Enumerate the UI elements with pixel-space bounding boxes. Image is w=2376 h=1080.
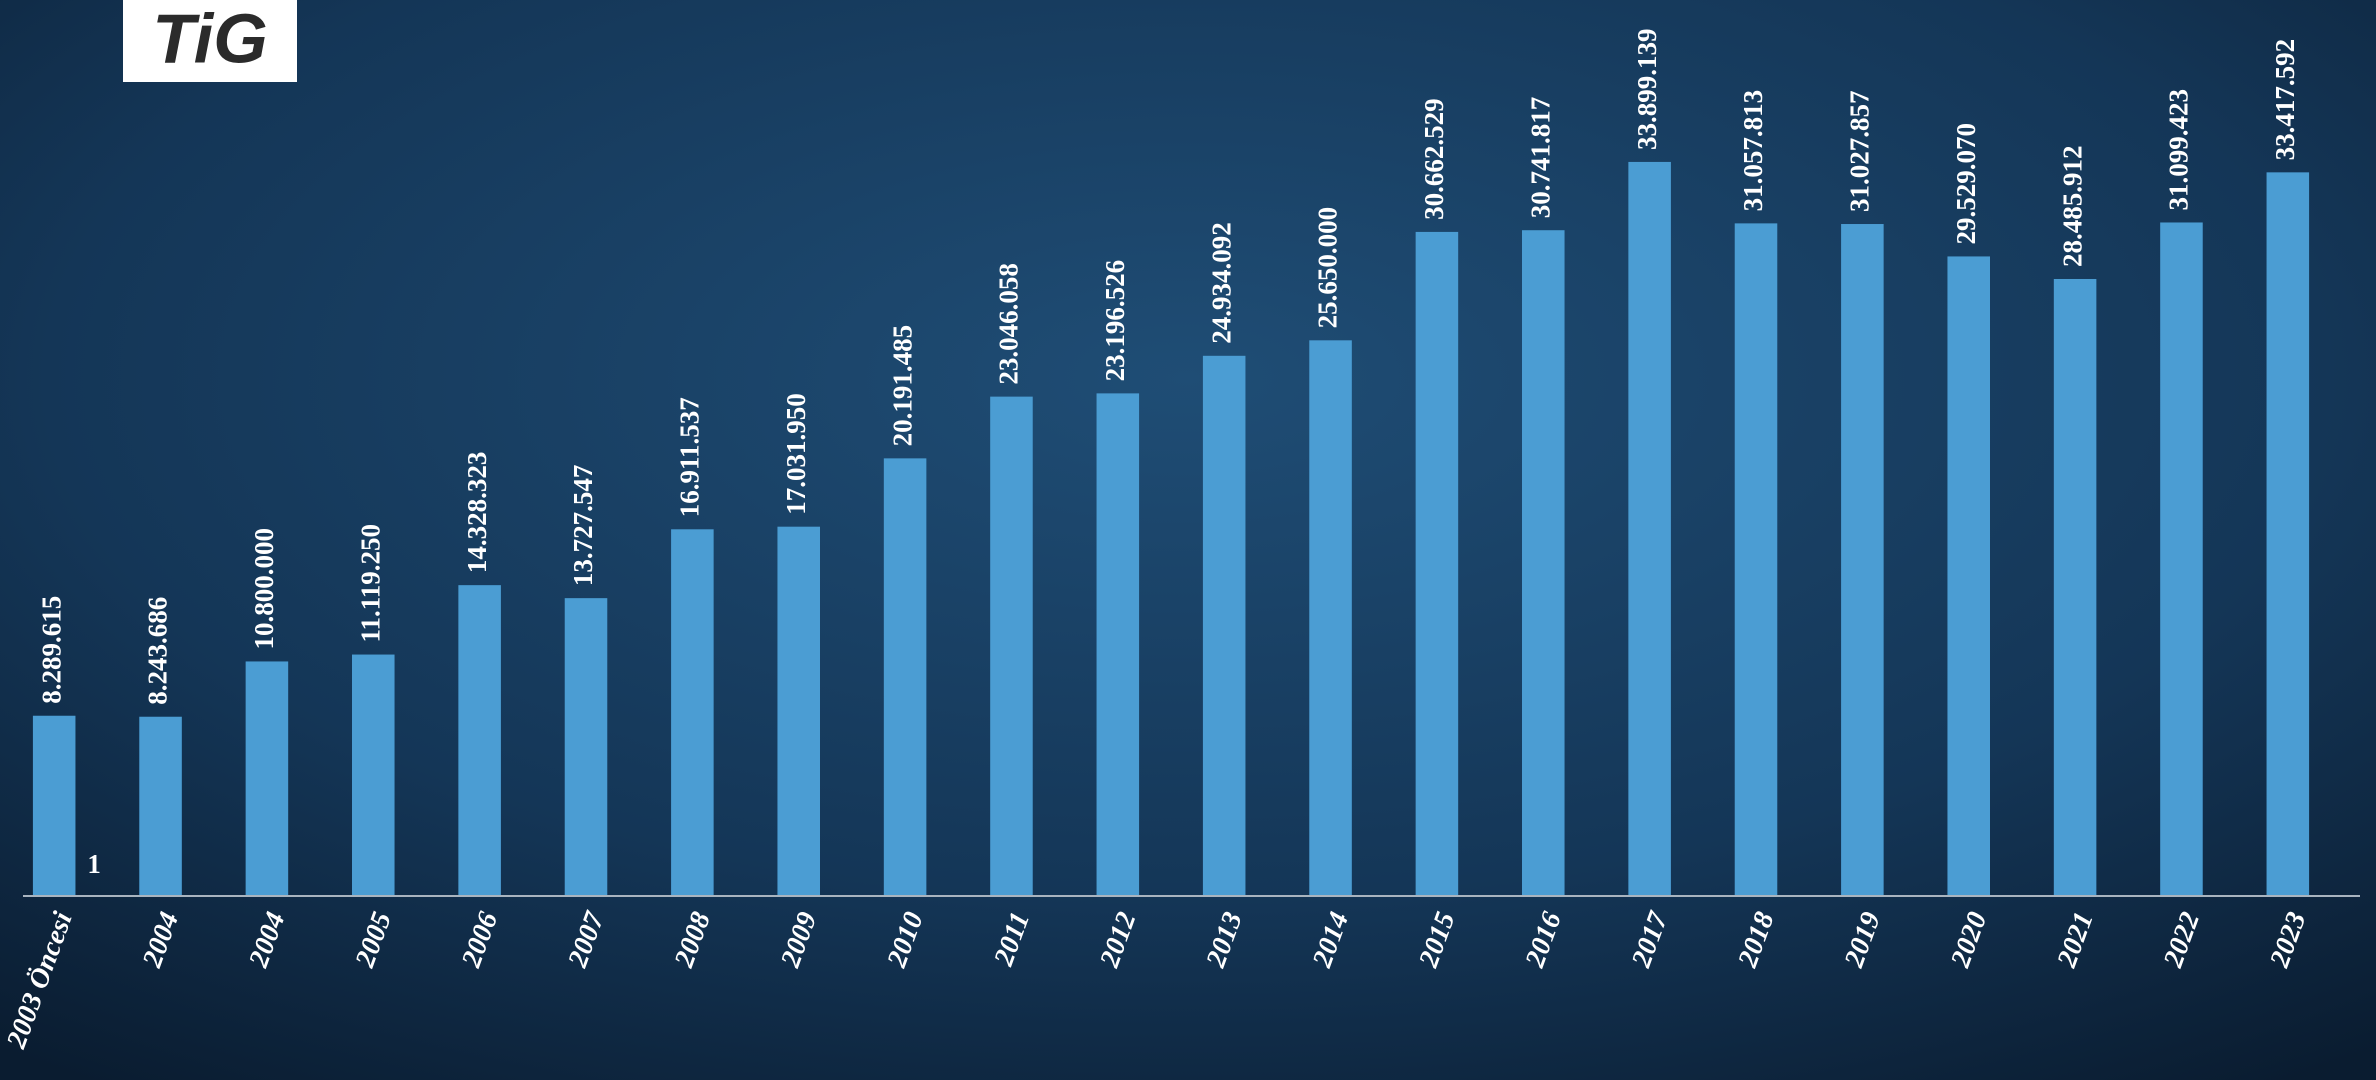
bar [245, 661, 289, 895]
bar [139, 716, 182, 895]
bar [1096, 393, 1140, 895]
value-label: 1 [87, 849, 101, 879]
bar [32, 715, 76, 895]
value-label: 11.119.250 [355, 524, 385, 643]
bar [2266, 172, 2310, 895]
value-label: 24.934.092 [1206, 222, 1236, 344]
value-label: 23.196.526 [1100, 260, 1130, 382]
value-label: 16.911.537 [675, 397, 705, 517]
bar [1628, 161, 1671, 895]
value-label: 30.741.817 [1525, 97, 1555, 219]
bar [352, 654, 395, 895]
bar [777, 526, 820, 895]
bar [1947, 256, 1990, 896]
value-label: 31.099.423 [2164, 89, 2194, 211]
value-label: 30.662.529 [1419, 98, 1449, 220]
value-label: 31.027.857 [1845, 91, 1875, 213]
bar [883, 458, 927, 895]
bar [2160, 222, 2203, 895]
bar [990, 396, 1033, 895]
value-label: 13.727.547 [568, 465, 598, 587]
value-label: 25.650.000 [1313, 207, 1343, 329]
bar [1202, 355, 1246, 895]
value-label: 29.529.070 [1951, 123, 1981, 245]
value-label: 31.057.813 [1738, 90, 1768, 212]
bar [1734, 223, 1778, 896]
bar [671, 529, 714, 895]
value-label: 28.485.912 [2057, 145, 2087, 267]
value-label: 23.046.058 [994, 263, 1024, 385]
logo: TiG [152, 0, 267, 77]
logo-box [123, 0, 297, 82]
value-label: 17.031.950 [781, 393, 811, 515]
bar [564, 598, 608, 895]
value-label: 33.417.592 [2270, 39, 2300, 161]
bar [458, 585, 501, 895]
value-label: 33.899.139 [1632, 28, 1662, 150]
value-label: 8.289.615 [36, 596, 66, 704]
value-label: 14.328.323 [462, 452, 492, 574]
bar [1415, 231, 1459, 896]
value-label: 8.243.686 [143, 597, 173, 705]
value-label: 20.191.485 [887, 325, 917, 446]
bar [1522, 230, 1565, 896]
value-label: 10.800.000 [249, 528, 279, 650]
bar [1841, 224, 1884, 896]
bar [2053, 278, 2097, 895]
bar [1309, 340, 1352, 896]
